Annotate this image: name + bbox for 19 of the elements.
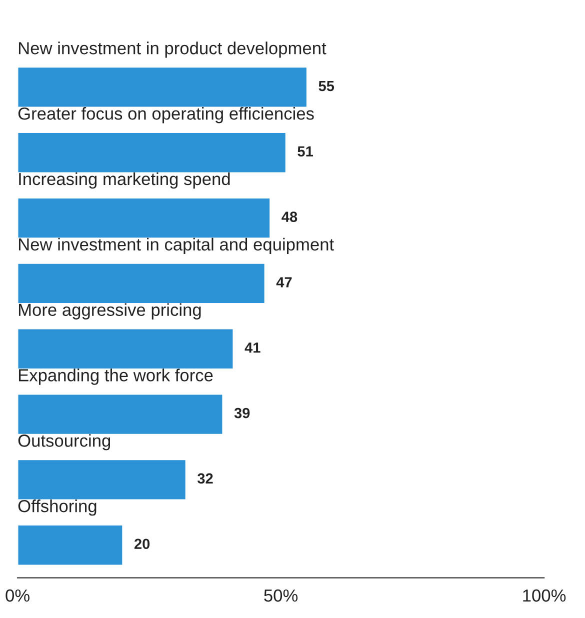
- data-label: 32: [197, 473, 213, 484]
- y-tick-label: New investment in capital and equipment: [18, 238, 334, 254]
- y-tick-label: More aggressive pricing: [18, 303, 201, 320]
- y-tick-label: Greater focus on operating efficiencies: [18, 107, 314, 124]
- x-tick-label: 50%: [264, 589, 298, 602]
- y-tick-label: Increasing marketing spend: [19, 172, 230, 189]
- data-label: 47: [276, 277, 292, 288]
- data-label: 48: [282, 212, 298, 222]
- y-tick-label: Expanding the work force: [18, 368, 213, 385]
- data-label: 39: [234, 408, 250, 418]
- y-tick-label: New investment in product development: [18, 42, 326, 58]
- data-label: 20: [134, 538, 150, 550]
- data-label: 55: [318, 80, 334, 92]
- y-tick-label: Offshoring: [18, 500, 96, 516]
- data-label: 51: [298, 146, 313, 157]
- y-tick-label: Outsourcing: [18, 434, 110, 450]
- x-tick-label: 0%: [6, 589, 30, 602]
- data-label: 41: [244, 342, 260, 353]
- x-tick-label: 100%: [523, 589, 566, 602]
